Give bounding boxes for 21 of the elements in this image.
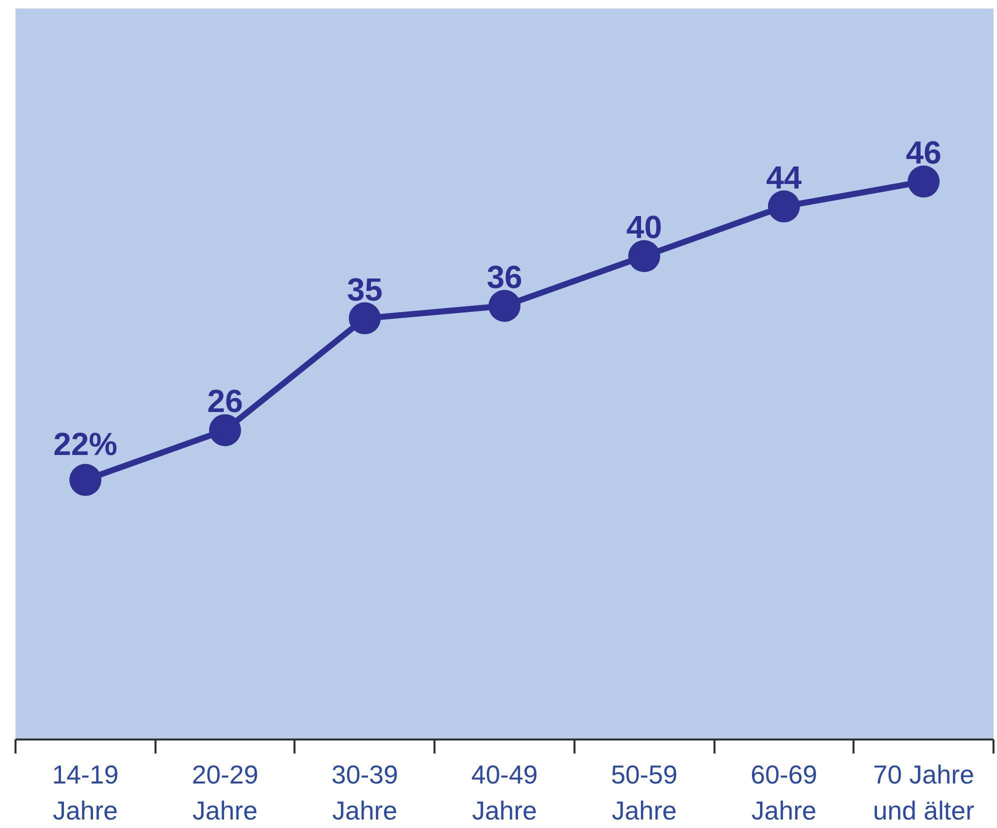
data-label: 40 <box>626 209 662 246</box>
data-label: 46 <box>906 134 942 171</box>
data-label: 44 <box>766 159 802 196</box>
point <box>628 240 660 272</box>
x-tick-label: 40-49 Jahre <box>471 760 538 826</box>
point <box>209 414 242 446</box>
point <box>69 464 102 496</box>
point <box>488 290 520 322</box>
point <box>908 166 940 198</box>
data-label: 22% <box>53 426 118 462</box>
data-label: 36 <box>486 258 522 295</box>
x-tick-label: 30-39 Jahre <box>332 760 398 826</box>
x-tick-label: 60-69 Jahre <box>750 760 818 826</box>
x-tick-label: 20-29 Jahre <box>192 760 258 826</box>
x-tick-label: 14-19 Jahre <box>52 760 119 826</box>
point <box>348 302 381 334</box>
data-label: 35 <box>346 271 383 308</box>
point <box>768 190 800 222</box>
x-tick-label: 50-59 Jahre <box>610 760 678 826</box>
data-label: 26 <box>207 383 243 420</box>
x-tick-label: 70 Jahre und älter <box>873 760 975 826</box>
